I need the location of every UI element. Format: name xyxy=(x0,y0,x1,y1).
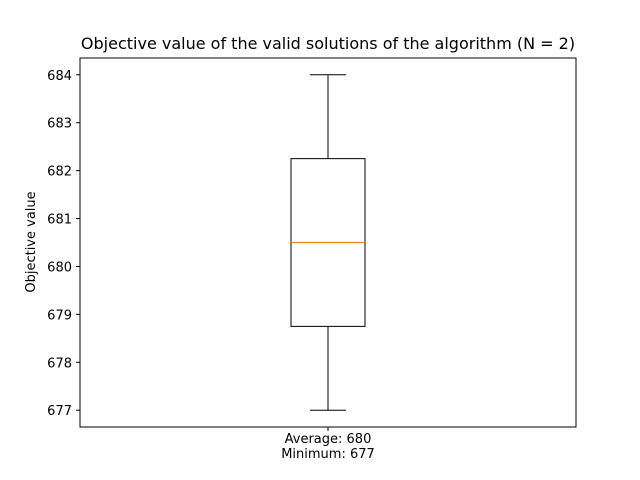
x-axis-ticks: Average: 680 Minimum: 677 xyxy=(281,427,375,462)
y-tick-label: 684 xyxy=(47,69,72,84)
y-tick-label: 683 xyxy=(47,117,72,132)
plot-frame xyxy=(79,57,577,428)
y-tick-label: 678 xyxy=(47,356,72,371)
x-tick-label: Average: 680 Minimum: 677 xyxy=(281,432,375,462)
y-tick-label: 682 xyxy=(47,165,72,180)
y-tick-label: 681 xyxy=(47,213,72,228)
y-axis-ticks: 677 678 679 680 681 682 683 684 xyxy=(47,69,80,419)
box-plot-group xyxy=(290,74,366,411)
y-tick-label: 679 xyxy=(47,308,72,323)
y-tick-label: 677 xyxy=(47,404,72,419)
y-tick-label: 680 xyxy=(47,260,72,275)
chart-title: Objective value of the valid solutions o… xyxy=(81,34,575,53)
y-axis-label: Objective value xyxy=(24,191,39,292)
